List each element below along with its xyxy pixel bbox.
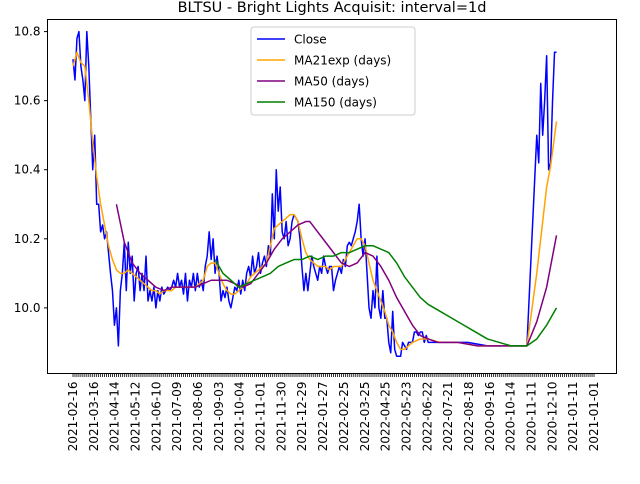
x-axis: 2021-02-16 2021-03-16 2021-04-14 2021-05-12… bbox=[66, 373, 601, 452]
x-tick-label: 2020-09-16 bbox=[483, 382, 497, 452]
x-tick-label: 2021-03-16 bbox=[87, 382, 101, 452]
x-tick-label: 2021-11-30 bbox=[274, 382, 288, 452]
x-tick-label: 2020-11-11 bbox=[524, 382, 538, 452]
y-tick-label: 10.8 bbox=[14, 25, 41, 39]
y-tick-label: 10.0 bbox=[14, 301, 41, 315]
x-tick-label: 2022-06-22 bbox=[420, 382, 434, 452]
x-tick-label: 2021-12-29 bbox=[295, 382, 309, 452]
x-tick-label: 2022-03-25 bbox=[358, 382, 372, 452]
plot-frame bbox=[47, 19, 617, 374]
y-tick-label: 10.2 bbox=[14, 232, 41, 246]
x-tick-label: 2021-01-01 bbox=[587, 382, 601, 452]
x-tick-label: 2021-07-09 bbox=[170, 382, 184, 452]
x-tick-label: 2021-01-11 bbox=[566, 382, 580, 452]
series-layer bbox=[72, 30, 558, 357]
x-tick-label: 2021-08-06 bbox=[191, 382, 205, 452]
y-tick-label: 10.6 bbox=[14, 94, 41, 108]
x-tick-label: 2020-10-14 bbox=[504, 382, 518, 452]
x-tick-label: 2022-04-25 bbox=[379, 382, 393, 452]
x-tick-label: 2021-04-14 bbox=[108, 382, 122, 452]
x-tick-label: 2022-07-21 bbox=[441, 382, 455, 452]
series-line-ma150 bbox=[214, 244, 558, 347]
x-tick-label: 2021-06-10 bbox=[149, 382, 163, 452]
x-tick-label: 2020-12-10 bbox=[545, 382, 559, 452]
y-tick-label: 10.4 bbox=[14, 163, 41, 177]
legend-label: Close bbox=[294, 33, 327, 47]
x-tick-label: 2021-11-01 bbox=[254, 382, 268, 452]
legend-box bbox=[250, 26, 416, 116]
y-axis: 10.0 10.2 10.4 10.6 10.8 bbox=[14, 25, 48, 315]
x-tick-label: 2022-01-27 bbox=[316, 382, 330, 452]
x-tick-label: 2022-02-25 bbox=[337, 382, 351, 452]
x-tick-label: 2021-02-16 bbox=[66, 382, 80, 452]
x-tick-label: 2022-05-23 bbox=[399, 382, 413, 452]
chart-title: BLTSU - Bright Lights Acquisit: interval… bbox=[178, 0, 487, 16]
legend: Close MA21exp (days) MA50 (days) MA150 (day… bbox=[250, 26, 416, 116]
legend-label: MA21exp (days) bbox=[294, 54, 391, 68]
series-line-ma50 bbox=[115, 204, 558, 347]
x-tick-label: 2022-08-18 bbox=[462, 382, 476, 452]
x-tick-label: 2021-09-03 bbox=[212, 382, 226, 452]
x-tick-label: 2021-10-04 bbox=[233, 382, 247, 452]
x-tick-label: 2021-05-12 bbox=[129, 382, 143, 452]
legend-label: MA50 (days) bbox=[294, 75, 369, 89]
legend-label: MA150 (days) bbox=[294, 96, 377, 110]
